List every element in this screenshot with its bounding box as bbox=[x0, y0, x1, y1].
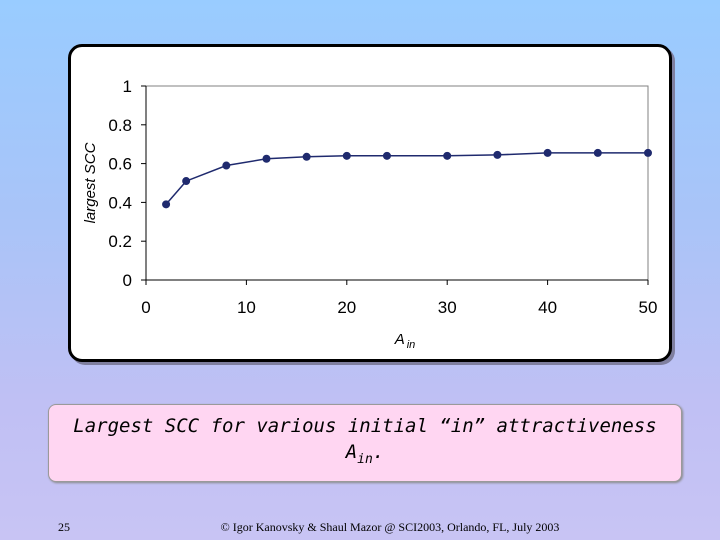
caption-line-1: Largest SCC for various initial “in” att… bbox=[73, 415, 657, 438]
y-tick-label: 0.2 bbox=[108, 232, 132, 251]
data-point bbox=[302, 152, 311, 161]
data-point bbox=[644, 148, 652, 157]
x-tick-label: 40 bbox=[538, 298, 557, 317]
data-point bbox=[262, 154, 271, 163]
data-point bbox=[493, 150, 502, 159]
data-point bbox=[182, 177, 191, 186]
y-tick-label: 1 bbox=[123, 77, 132, 96]
x-tick-label: 20 bbox=[337, 298, 356, 317]
x-tick-label: 10 bbox=[237, 298, 256, 317]
caption-line-2: Ain. bbox=[346, 439, 385, 473]
x-tick-label: 0 bbox=[141, 298, 150, 317]
data-point bbox=[382, 151, 391, 160]
x-tick-label: 50 bbox=[639, 298, 658, 317]
data-point bbox=[543, 148, 552, 157]
y-tick-label: 0 bbox=[123, 271, 132, 290]
data-point bbox=[342, 151, 351, 160]
caption-symbol-subscript: in bbox=[357, 451, 373, 467]
data-point bbox=[162, 200, 171, 209]
series-line bbox=[165, 152, 648, 205]
slide-number: 25 bbox=[58, 520, 70, 534]
y-tick-label: 0.6 bbox=[108, 155, 132, 174]
data-point bbox=[222, 161, 231, 170]
plot-area bbox=[145, 85, 649, 281]
caption-symbol: A bbox=[345, 441, 358, 464]
caption-period: . bbox=[372, 441, 385, 464]
y-tick-label: 0.4 bbox=[108, 193, 132, 212]
y-axis-label: largest SCC bbox=[82, 142, 99, 223]
x-tick-label: 30 bbox=[438, 298, 457, 317]
y-tick-label: 0.8 bbox=[108, 116, 132, 135]
data-point bbox=[593, 148, 602, 157]
footer-credit: © Igor Kanovsky & Shaul Mazor @ SCI2003,… bbox=[220, 520, 560, 534]
data-point bbox=[443, 151, 452, 160]
caption-box: Largest SCC for various initial “in” att… bbox=[48, 404, 682, 482]
